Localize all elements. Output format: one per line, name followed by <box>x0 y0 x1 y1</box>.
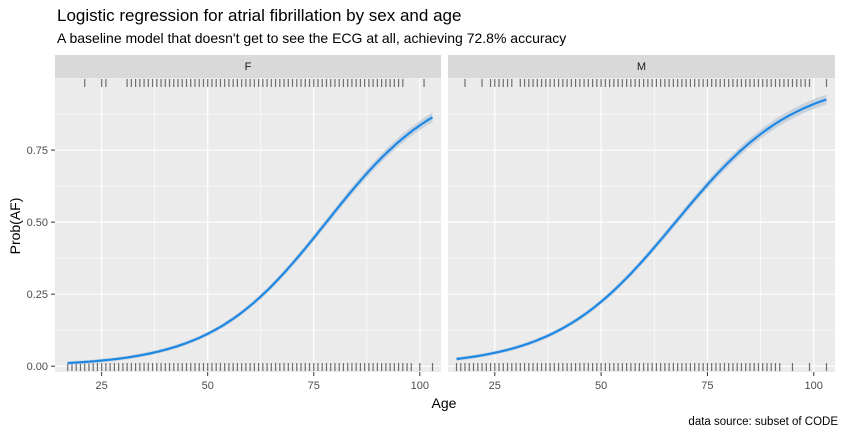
x-tick-label: 25 <box>96 380 108 392</box>
data-source-caption: data source: subset of CODE <box>688 416 838 428</box>
fitted-probability-line <box>456 98 827 361</box>
fitted-probability-line <box>67 116 434 365</box>
x-tick-label: 75 <box>701 380 713 392</box>
facet-panel-M: M 25 50 75 100 <box>448 55 835 392</box>
chart-title: Logistic regression for atrial fibrillat… <box>57 6 462 25</box>
x-tick-label: 50 <box>202 380 214 392</box>
y-tick-label: 0.50 <box>27 217 48 229</box>
x-tick-label: 100 <box>805 380 823 392</box>
panel-background <box>55 78 441 372</box>
x-tick-label: 100 <box>411 380 429 392</box>
y-tick-label: 0.00 <box>27 361 48 373</box>
chart-subtitle: A baseline model that doesn't get to see… <box>57 30 567 46</box>
y-tick-label: 0.75 <box>27 145 48 157</box>
x-axis-label: Age <box>432 395 457 411</box>
facet-strip-label: F <box>245 61 252 73</box>
x-tick-label: 25 <box>489 380 501 392</box>
facet-strip-label: M <box>637 61 646 73</box>
x-tick-label: 75 <box>308 380 320 392</box>
facet-strip <box>55 55 441 78</box>
facet-strip <box>448 55 835 78</box>
x-tick-label: 50 <box>595 380 607 392</box>
y-axis-label: Prob(AF) <box>7 198 23 255</box>
facet-panel-F: F 25 50 75 100 <box>55 55 441 392</box>
confidence-ribbon <box>456 94 827 361</box>
y-tick-label: 0.25 <box>27 289 48 301</box>
